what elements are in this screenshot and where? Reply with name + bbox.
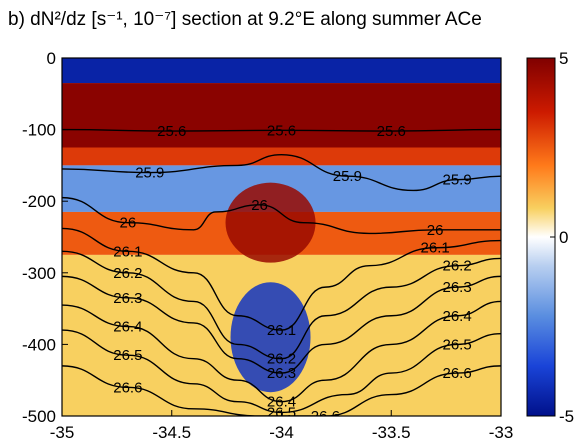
contour-line	[62, 227, 501, 331]
y-tick-label: -100	[22, 121, 56, 140]
x-tick-label: -35	[50, 423, 75, 442]
contour-label: 26	[251, 197, 268, 214]
contour-label: 26.6	[311, 408, 340, 425]
contour-label: 26.2	[442, 258, 471, 275]
contour-label: 26.4	[267, 394, 296, 411]
heatmap-dome	[225, 182, 316, 263]
contour-line	[62, 300, 501, 403]
contour-label: 26.2	[267, 351, 296, 368]
colorbar-ticks: 5 0 -5	[550, 49, 574, 426]
y-tick-label: 0	[47, 49, 56, 68]
contour-label: 26.6	[113, 379, 142, 396]
y-tick-label: -300	[22, 264, 56, 283]
contour-label: 26.5	[442, 336, 471, 353]
contour-label: 25.6	[377, 123, 406, 140]
heatmap-core	[230, 282, 311, 393]
contour-label: 26.3	[113, 290, 142, 307]
contour-label: 26.2	[113, 265, 142, 282]
contour-label: 26.4	[113, 319, 142, 336]
y-tick-label: -500	[22, 407, 56, 426]
isopycnal-contours: 25.6 25.6 25.625.9 25.9 25.926262626.126.126…	[62, 122, 501, 425]
contour-label: 26.1	[421, 240, 450, 257]
contour-line	[62, 128, 501, 132]
heatmap-band	[62, 147, 501, 166]
contour-label: 25.9	[135, 165, 164, 182]
contour-label: 26.1	[113, 243, 142, 260]
y-tick-label: -200	[22, 192, 56, 211]
contour-label: 26	[120, 215, 137, 232]
contour-label: 25.6	[157, 123, 186, 140]
x-tick-label: -34.5	[152, 423, 191, 442]
contour-label: 25.9	[442, 172, 471, 189]
contour-label: 26.5	[113, 347, 142, 364]
contour-line	[62, 196, 501, 235]
colorbar: 5 0 -5	[526, 49, 574, 426]
contour-line	[62, 365, 501, 416]
contour-line	[62, 275, 501, 374]
contour-label: 26.1	[267, 322, 296, 339]
contour-line	[62, 250, 501, 360]
x-tick-label: -33.5	[372, 423, 411, 442]
chart-title: b) dN²/dz [s⁻¹, 10⁻⁷] section at 9.2°E a…	[8, 9, 482, 30]
y-axis: 0 -100 -200 -300 -400 -500	[22, 49, 68, 426]
colorbar-tick-label: 0	[559, 228, 568, 247]
heatmap-band	[62, 83, 501, 148]
y-tick-label: -400	[22, 335, 56, 354]
x-axis: -35 -34.5 -34 -33.5 -33	[50, 410, 514, 442]
contour-label: 26	[427, 222, 444, 239]
contour-label: 26.3	[267, 365, 296, 382]
contour-line	[62, 153, 501, 192]
colorbar-tick-label: -5	[559, 407, 574, 426]
colorbar-tick-label: 5	[559, 49, 568, 68]
x-tick-label: -34	[269, 423, 294, 442]
x-tick-label: -33	[489, 423, 514, 442]
contour-label: 26.3	[442, 279, 471, 296]
contour-label: 25.9	[333, 168, 362, 185]
heatmap-band	[62, 58, 501, 84]
contour-label: 25.6	[267, 122, 296, 139]
contour-label: 26.4	[442, 308, 471, 325]
contour-label: 26.6	[442, 365, 471, 382]
